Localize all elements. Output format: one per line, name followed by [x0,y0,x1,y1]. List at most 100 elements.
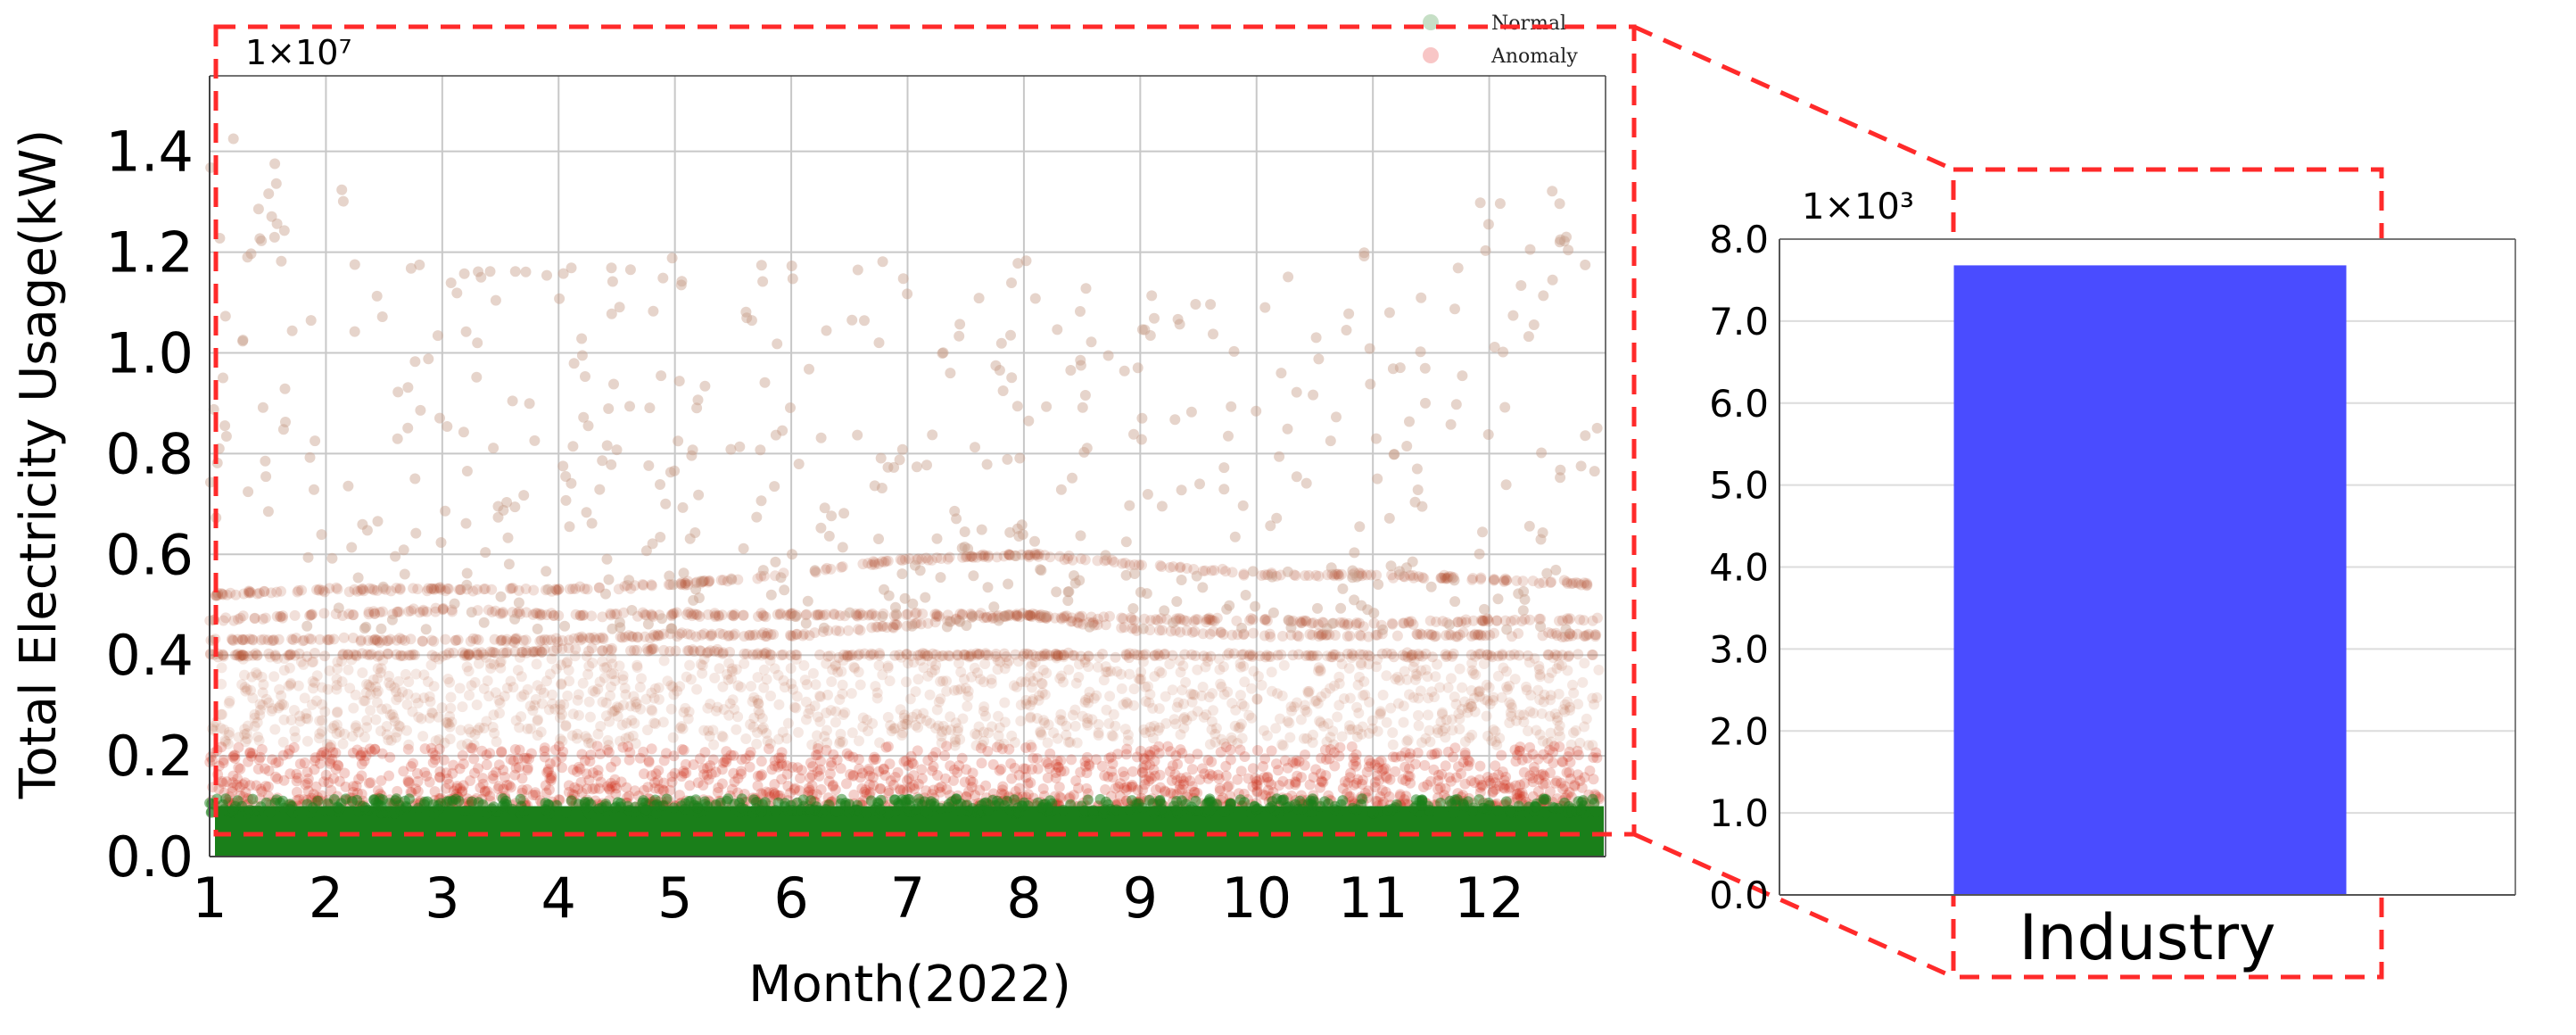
anomaly-point [1152,615,1163,626]
anomaly-point [1452,631,1464,642]
anomaly-point [677,501,689,513]
anomaly-point [891,619,903,631]
anomaly-point [1533,664,1545,675]
anomaly-point [654,609,665,621]
anomaly-point [922,554,934,566]
anomaly-point [1390,674,1401,685]
anomaly-point [933,610,945,622]
bar-y-tick-label: 6.0 [1709,382,1769,426]
anomaly-point [703,576,714,588]
anomaly-point [1353,617,1365,629]
anomaly-point [1527,773,1539,784]
anomaly-point [211,590,222,601]
anomaly-point [1151,784,1161,796]
anomaly-point [268,231,280,243]
anomaly-point [1190,299,1201,310]
anomaly-point [1056,613,1068,625]
anomaly-point [384,680,396,691]
anomaly-point [1466,700,1477,712]
anomaly-point [1180,676,1192,688]
anomaly-point [1372,629,1383,641]
anomaly-point [1519,778,1531,789]
anomaly-point [325,741,336,753]
anomaly-point [1310,332,1322,344]
anomaly-point [1468,692,1480,704]
anomaly-point [367,674,379,685]
anomaly-point [1233,723,1244,733]
anomaly-point [336,184,348,195]
normal-point [1548,802,1560,814]
anomaly-point [1204,628,1216,640]
anomaly-point [1562,613,1573,625]
anomaly-point [1097,649,1108,659]
anomaly-point [728,609,739,621]
anomaly-point [584,633,596,644]
anomaly-point [646,743,657,755]
anomaly-point [319,650,331,662]
anomaly-point [1399,794,1410,806]
anomaly-point [680,758,691,770]
anomaly-point [246,633,258,645]
anomaly-point [865,609,877,621]
anomaly-point [1110,651,1121,663]
anomaly-point [576,631,588,642]
anomaly-point [1590,747,1602,758]
anomaly-point [682,645,693,657]
anomaly-point [418,692,430,704]
anomaly-point [425,742,437,754]
anomaly-point [1537,630,1548,642]
anomaly-point [1453,708,1465,720]
anomaly-point [1528,761,1540,773]
anomaly-point [830,784,841,796]
anomaly-point [1044,748,1056,759]
anomaly-point [761,674,772,685]
anomaly-point [732,711,744,723]
anomaly-point [1214,785,1226,797]
anomaly-point [728,749,739,761]
anomaly-point [937,675,949,687]
anomaly-point [1430,671,1441,683]
anomaly-point [991,741,1003,753]
anomaly-point [424,712,435,724]
anomaly-point [1131,751,1143,763]
anomaly-point [866,622,878,633]
anomaly-point [1124,668,1135,680]
anomaly-point [1321,629,1333,641]
anomaly-point [1126,612,1136,624]
anomaly-point [1069,577,1081,589]
anomaly-point [239,729,251,741]
anomaly-point [1565,705,1575,716]
anomaly-point [902,609,913,620]
anomaly-point [1051,652,1062,664]
anomaly-point [530,693,541,705]
anomaly-point [820,609,831,620]
anomaly-point [1416,292,1427,303]
anomaly-point [604,782,615,794]
anomaly-point [1450,399,1462,410]
anomaly-point [1334,651,1346,663]
anomaly-point [576,749,588,760]
anomaly-point [867,772,879,783]
anomaly-point [1449,575,1460,586]
anomaly-point [1036,609,1046,620]
anomaly-point [462,738,473,749]
anomaly-point [289,725,301,737]
anomaly-point [1573,649,1584,660]
anomaly-point [245,750,257,762]
anomaly-point [1025,711,1036,723]
anomaly-point [218,755,229,766]
anomaly-point [1160,614,1172,625]
anomaly-point [822,562,832,574]
anomaly-point [844,607,855,618]
anomaly-point [1426,749,1438,760]
anomaly-point [365,689,376,700]
anomaly-point [1448,572,1459,583]
anomaly-point [1474,774,1485,785]
anomaly-point [664,570,675,582]
anomaly-point [532,680,543,691]
anomaly-point [1194,774,1206,785]
anomaly-point [873,766,885,777]
anomaly-point [1410,668,1422,680]
anomaly-point [477,773,489,784]
anomaly-point [348,633,359,643]
